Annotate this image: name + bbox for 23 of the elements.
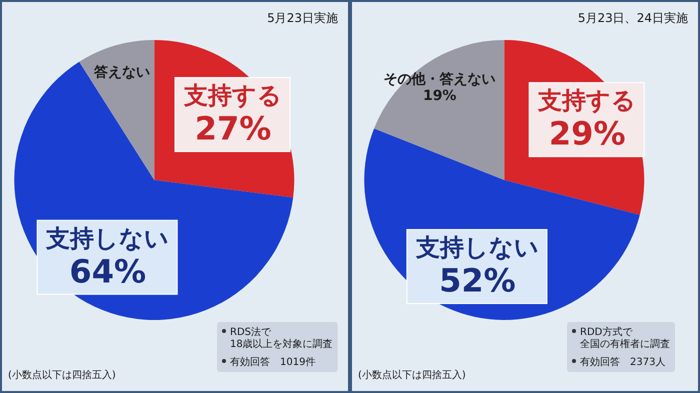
- text: RDD方式で: [580, 326, 634, 338]
- data-label: 19%: [422, 88, 456, 104]
- pie-slice: [374, 40, 504, 180]
- text: (小数点以下は四捨五入): [8, 369, 116, 381]
- pie-slice: [79, 40, 154, 180]
- slice-label: 答えない: [93, 64, 150, 80]
- slice-label: 支持しない: [414, 234, 539, 262]
- text: 全国の有権者に調査: [580, 338, 670, 350]
- slice-label: 支持する: [537, 86, 636, 115]
- data-label: 52%: [439, 262, 516, 300]
- text: 5月23日、24日実施: [578, 11, 688, 25]
- data-label: 29%: [548, 114, 626, 153]
- slice-label: 支持しない: [45, 224, 170, 252]
- text: (小数点以下は四捨五入): [358, 369, 466, 381]
- slice-label: 支持する: [183, 82, 282, 110]
- text: 5月23日実施: [267, 11, 338, 25]
- text: 18歳以上を対象に調査: [230, 338, 333, 350]
- slice-label: その他・答えない: [384, 72, 496, 88]
- text: RDS法で: [230, 326, 272, 338]
- data-label: 64%: [69, 252, 146, 290]
- text: 有効回答 2373人: [580, 356, 666, 368]
- text: 有効回答 1019件: [230, 356, 316, 368]
- data-label: 27%: [194, 110, 272, 148]
